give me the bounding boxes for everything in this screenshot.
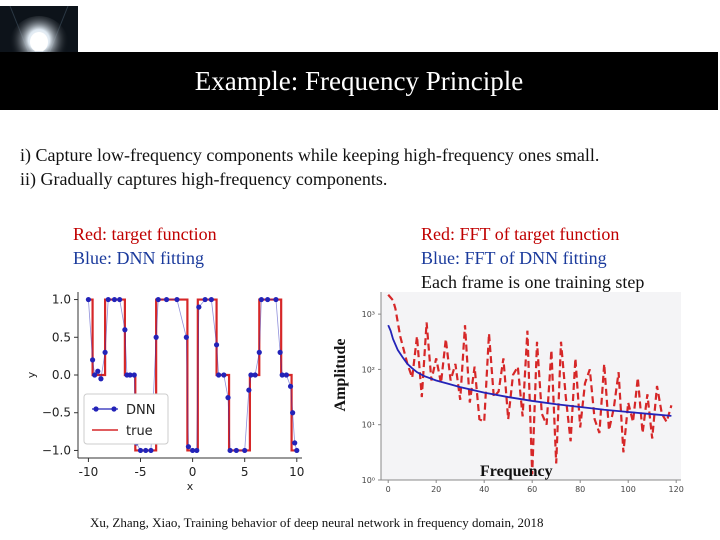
x-tick-label: 0 [189, 465, 197, 479]
dnn-fit-point [117, 296, 123, 303]
dnn-fit-point [89, 357, 96, 363]
left-caption-fit: Blue: DNN fitting [73, 248, 204, 268]
dnn-fit-point [155, 296, 161, 303]
frequency-axis-label: Frequency [480, 463, 553, 480]
fft-target-line [387, 294, 673, 475]
dnn-fit-point [283, 372, 289, 378]
function-fit-chart: 1.0 0.5 0.0 −0.5 −1.0 -10 -5 0 5 10 x y DNN true [25, 292, 304, 490]
dnn-fit-point [105, 296, 111, 303]
x-tick-label: 80 [575, 485, 585, 494]
plot-area [381, 292, 681, 480]
dnn-fit-point [227, 447, 233, 454]
dnn-fit-point [153, 334, 159, 340]
dnn-fit-point [258, 296, 264, 303]
x-tick-label: 20 [431, 485, 441, 494]
dnn-fit-point [208, 296, 214, 303]
x-tick-label: 40 [479, 485, 489, 494]
x-tick-label: 5 [241, 465, 249, 479]
dnn-fit-point [246, 387, 252, 393]
legend-box [83, 393, 169, 445]
right-caption: Red: FFT of target function Blue: FFT of… [421, 222, 644, 294]
y-tick-label: 10⁰ [362, 476, 375, 485]
left-caption: Red: target function Blue: DNN fitting [73, 222, 217, 270]
dnn-fit-point [131, 372, 137, 378]
right-caption-frame: Each frame is one training step [421, 272, 645, 292]
dnn-fit-point [248, 372, 254, 378]
y-axis-label: y [25, 371, 38, 378]
dnn-fit-point [98, 376, 104, 382]
dnn-fit-point [265, 296, 271, 303]
legend-true-label: true [126, 424, 153, 439]
x-tick-label: 100 [621, 485, 636, 494]
right-caption-target: Red: FFT of target function [421, 224, 620, 244]
amplitude-axis-label: Amplitude [332, 338, 349, 412]
x-tick-label: 120 [669, 485, 684, 494]
x-tick-label: -10 [79, 465, 99, 479]
dnn-fit-point [190, 447, 196, 454]
legend-dnn-label: DNN [126, 403, 155, 418]
bullet-item: i) Capture low-frequency components whil… [20, 145, 600, 165]
dnn-fit-point [85, 296, 92, 303]
dnn-fit-point [287, 383, 294, 389]
y-tick-label: 0.0 [52, 368, 71, 382]
dnn-fit-point [122, 327, 128, 333]
legend-dnn-marker [93, 406, 99, 412]
dnn-fit-point [148, 447, 154, 454]
dnn-fit-point [194, 447, 200, 454]
dnn-fit-point [294, 447, 300, 454]
dnn-fit-point [213, 342, 220, 348]
dnn-fit-point [163, 296, 170, 303]
dnn-fit-point [273, 296, 279, 303]
dnn-fit-point [174, 296, 180, 303]
x-axis-label: x [187, 480, 194, 490]
fft-chart: 10³ 10² 10¹ 10⁰ 0 20 40 60 80 100 120 [362, 292, 684, 494]
dnn-fit-point [290, 410, 296, 416]
dnn-fit-point [183, 334, 189, 340]
dnn-fit-point [277, 349, 283, 355]
dnn-fit-point [242, 447, 248, 454]
fft-dnn-line [387, 324, 672, 417]
bullet-item: ii) Gradually captures high-frequency co… [20, 169, 388, 189]
dnn-fit-point [221, 372, 227, 378]
dnn-fit-point [196, 304, 202, 310]
dnn-fit-point [225, 395, 231, 401]
title-bar: Example: Frequency Principle [0, 52, 718, 110]
right-caption-fit: Blue: FFT of DNN fitting [421, 248, 607, 268]
y-tick-label: 10¹ [362, 421, 375, 430]
dnn-fit-point [143, 447, 149, 454]
dnn-fit-point [256, 349, 262, 355]
dnn-fit-point [127, 372, 133, 378]
dnn-fit-point [111, 296, 118, 303]
left-caption-target: Red: target function [73, 224, 217, 244]
dnn-fit-point [202, 296, 208, 303]
y-tick-label: 0.5 [52, 330, 71, 344]
y-tick-label: 1.0 [52, 293, 71, 307]
slide-title: Example: Frequency Principle [194, 66, 524, 96]
citation: Xu, Zhang, Xiao, Training behavior of de… [90, 515, 544, 530]
dnn-fit-point [137, 447, 144, 454]
dnn-fit-point [185, 444, 192, 450]
y-tick-label: −1.0 [42, 443, 71, 457]
x-tick-label: 10 [289, 465, 304, 479]
y-tick-label: 10³ [362, 310, 375, 319]
dnn-fit-point [252, 372, 258, 378]
dnn-fit-point [233, 447, 239, 454]
dnn-fit-point [95, 368, 101, 374]
dnn-fit-point [292, 440, 298, 446]
dnn-fit-point [216, 372, 222, 378]
x-tick-label: -5 [135, 465, 147, 479]
y-tick-label: 10² [362, 365, 375, 374]
x-tick-label: 0 [386, 485, 391, 494]
dnn-fit-point [92, 372, 98, 378]
legend-dnn-marker [111, 406, 117, 412]
bullet-list: i) Capture low-frequency components whil… [20, 143, 599, 191]
x-tick-label: 60 [527, 485, 537, 494]
y-tick-label: −0.5 [42, 406, 71, 420]
dnn-fit-point [102, 349, 108, 355]
dnn-fit-point [279, 372, 285, 378]
